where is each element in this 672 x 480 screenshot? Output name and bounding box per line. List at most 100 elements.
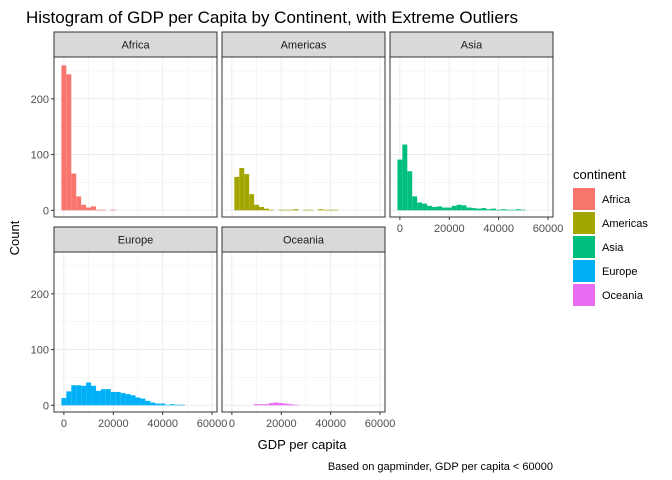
- panel-background: [390, 57, 553, 217]
- y-tick-label: 0: [43, 205, 49, 217]
- histogram-bar: [515, 209, 521, 211]
- histogram-bar: [397, 159, 403, 211]
- x-tick-label: 60000: [197, 418, 228, 430]
- histogram-bar: [412, 196, 418, 211]
- histogram-bar: [466, 207, 472, 211]
- histogram-bar: [407, 171, 413, 211]
- histogram-bar: [150, 402, 156, 406]
- histogram-bar: [105, 389, 111, 406]
- histogram-bar: [263, 404, 269, 406]
- x-tick-label: 40000: [147, 418, 178, 430]
- histogram-bar: [259, 404, 264, 406]
- histogram-bar: [259, 206, 264, 211]
- histogram-bar: [81, 385, 87, 406]
- y-tick-label: 0: [43, 400, 49, 412]
- histogram-bar: [179, 404, 185, 406]
- histogram-bar: [244, 174, 250, 211]
- histogram-bar: [446, 207, 452, 211]
- histogram-bar: [155, 403, 161, 406]
- x-tick-label: 0: [61, 418, 67, 430]
- y-tick-label: 200: [31, 94, 49, 106]
- histogram-bar: [293, 209, 299, 211]
- histogram-bar: [481, 208, 487, 211]
- strip-africa: [53, 31, 218, 58]
- x-tick-label: 40000: [483, 223, 514, 235]
- legend-key-europe: [573, 260, 595, 282]
- histogram-bar: [431, 206, 437, 211]
- strip-label-americas: Americas: [281, 40, 327, 52]
- y-axis-title: Count: [7, 220, 22, 255]
- histogram-bar: [86, 382, 92, 406]
- histogram-bar: [95, 209, 101, 211]
- histogram-bar: [239, 167, 245, 211]
- legend-label-africa: Africa: [602, 194, 631, 206]
- strip-label-oceania: Oceania: [283, 235, 325, 247]
- strip-asia: [389, 31, 554, 58]
- legend-item-africa: Africa: [573, 188, 631, 210]
- histogram-bar: [511, 209, 516, 211]
- x-tick-label: 20000: [266, 418, 297, 430]
- histogram-bar: [254, 404, 260, 406]
- histogram-bar: [66, 74, 72, 211]
- x-tick-label: 40000: [315, 418, 346, 430]
- histogram-bar: [520, 209, 526, 211]
- histogram-bar: [422, 203, 428, 211]
- panel-border: [221, 251, 386, 413]
- panel-border: [221, 56, 386, 218]
- histogram-bar: [110, 391, 116, 406]
- histogram-bar: [283, 403, 289, 406]
- histogram-bar: [254, 204, 260, 211]
- strip-label-asia: Asia: [461, 40, 483, 52]
- histogram-bar: [471, 208, 477, 211]
- histogram-bar: [441, 207, 447, 211]
- legend-label-americas: Americas: [602, 218, 648, 230]
- histogram-bar: [95, 390, 101, 406]
- legend-title: continent: [573, 167, 626, 182]
- histogram-bar: [486, 209, 492, 211]
- histogram-bar: [318, 209, 324, 211]
- histogram-bar: [135, 397, 141, 406]
- histogram-bar: [91, 206, 96, 211]
- histogram-bar: [110, 209, 116, 211]
- histogram-bar: [61, 65, 67, 211]
- panel-border: [389, 56, 554, 218]
- panel-background: [54, 57, 217, 217]
- legend-item-oceania: Oceania: [573, 284, 644, 306]
- histogram-bar: [249, 194, 255, 211]
- histogram-bar: [501, 209, 507, 211]
- histogram-bar: [293, 404, 299, 406]
- panel-border: [53, 251, 218, 413]
- legend: continent Africa Americas Asia Europe Oceani…: [573, 167, 648, 306]
- histogram-bar: [165, 404, 171, 406]
- histogram-bar: [333, 209, 339, 211]
- histogram-bar: [476, 208, 482, 211]
- histogram-bar: [125, 394, 131, 406]
- histogram-bar: [496, 209, 502, 211]
- legend-key-asia: [573, 236, 595, 258]
- histogram-bar: [288, 404, 294, 406]
- histogram-bar: [86, 207, 92, 211]
- histogram-bar: [130, 395, 136, 406]
- histogram-bar: [115, 391, 121, 406]
- histogram-bar: [145, 400, 151, 406]
- strip-label-europe: Europe: [118, 235, 153, 247]
- legend-key-americas: [573, 212, 595, 234]
- strip-oceania: [221, 226, 386, 253]
- legend-item-europe: Europe: [573, 260, 637, 282]
- histogram-bar: [263, 208, 269, 211]
- legend-label-asia: Asia: [602, 242, 624, 254]
- histogram-bar: [234, 176, 240, 211]
- histogram-bar: [461, 205, 467, 211]
- x-axis-title: GDP per capita: [258, 437, 347, 452]
- legend-item-americas: Americas: [573, 212, 648, 234]
- histogram-bar: [71, 385, 77, 406]
- histogram-bar: [491, 208, 497, 211]
- strip-label-africa: Africa: [121, 40, 150, 52]
- histogram-bar: [451, 205, 457, 211]
- legend-label-europe: Europe: [602, 266, 637, 278]
- legend-key-oceania: [573, 284, 595, 306]
- histogram-bar: [61, 398, 67, 406]
